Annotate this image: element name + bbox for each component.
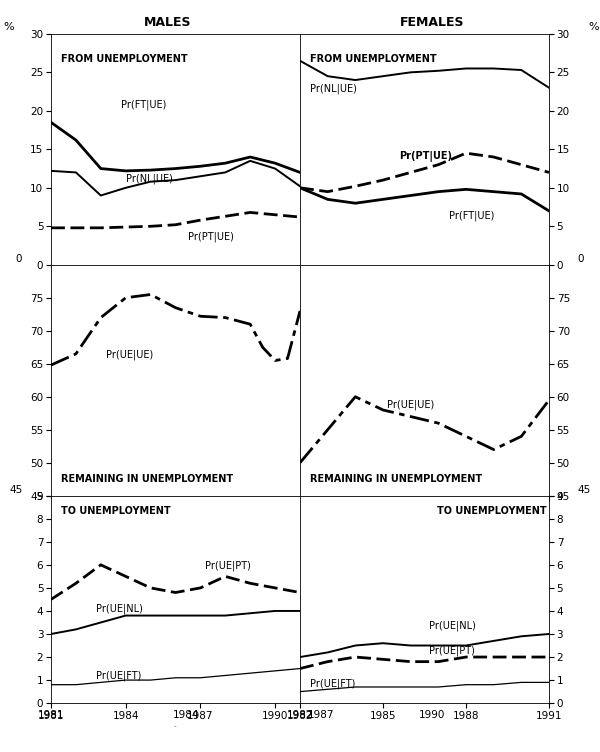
Text: 1990: 1990 — [419, 710, 445, 720]
Text: 45: 45 — [578, 485, 591, 495]
Text: REMAINING IN UNEMPLOYMENT: REMAINING IN UNEMPLOYMENT — [61, 474, 233, 484]
Text: FROM UNEMPLOYMENT: FROM UNEMPLOYMENT — [310, 53, 437, 64]
Text: 45: 45 — [9, 485, 22, 495]
Text: 0: 0 — [16, 253, 22, 264]
Text: 1981: 1981 — [38, 710, 64, 720]
Text: FEMALES: FEMALES — [400, 17, 464, 29]
Text: %: % — [588, 22, 599, 32]
Text: Pr(NL|UE): Pr(NL|UE) — [126, 174, 173, 184]
Text: Pr(NL|UE): Pr(NL|UE) — [310, 83, 357, 94]
Text: Pr(UE|FT): Pr(UE|FT) — [96, 670, 141, 681]
Text: TO UNEMPLOYMENT: TO UNEMPLOYMENT — [61, 506, 170, 517]
Text: Pr(UE|FT): Pr(UE|FT) — [310, 678, 355, 689]
Text: Pr(UE|NL): Pr(UE|NL) — [96, 604, 143, 614]
Text: 1982: 1982 — [287, 710, 313, 720]
Text: Pr(UE|PT): Pr(UE|PT) — [205, 560, 251, 571]
X-axis label: 1981: 1981 — [174, 726, 177, 727]
Text: TO UNEMPLOYMENT: TO UNEMPLOYMENT — [437, 506, 547, 517]
Text: MALES: MALES — [144, 17, 192, 29]
Text: 0: 0 — [578, 253, 584, 264]
Text: Pr(UE|UE): Pr(UE|UE) — [387, 400, 434, 411]
Text: Pr(UE|PT): Pr(UE|PT) — [430, 645, 475, 656]
Text: FROM UNEMPLOYMENT: FROM UNEMPLOYMENT — [61, 53, 188, 64]
Text: Pr(UE|UE): Pr(UE|UE) — [106, 349, 153, 359]
Text: Pr(FT|UE): Pr(FT|UE) — [121, 100, 166, 111]
Text: Pr(FT|UE): Pr(FT|UE) — [449, 211, 495, 221]
Text: Pr(PT|UE): Pr(PT|UE) — [188, 232, 234, 242]
Text: %: % — [3, 22, 14, 32]
Text: 1984: 1984 — [173, 710, 199, 720]
Text: Pr(PT|UE): Pr(PT|UE) — [400, 150, 452, 162]
Text: Pr(UE|NL): Pr(UE|NL) — [430, 620, 476, 631]
Text: 1987: 1987 — [308, 710, 334, 720]
Text: REMAINING IN UNEMPLOYMENT: REMAINING IN UNEMPLOYMENT — [310, 474, 482, 484]
